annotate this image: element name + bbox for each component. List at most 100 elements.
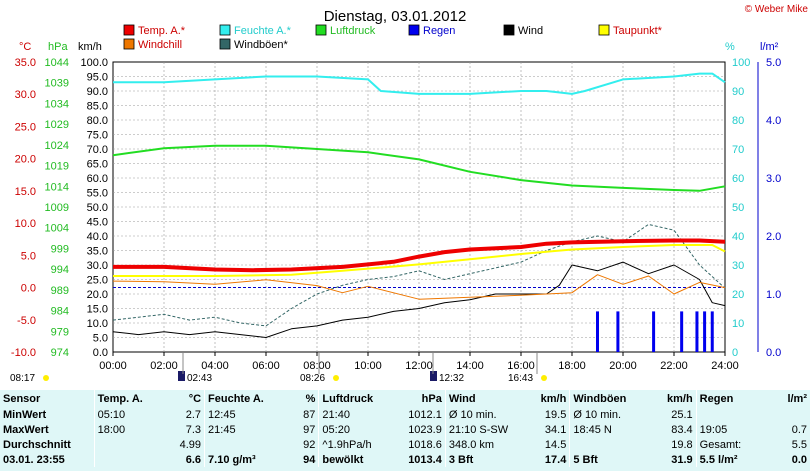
table-cell: 87: [303, 408, 316, 421]
x-tick-label: 08:00: [303, 360, 331, 372]
humidity-tick: 90: [732, 86, 744, 98]
grid: 00:00 02:00 04:00 06:00 08:00 10:00 12:00 14:00…: [99, 61, 759, 372]
x-tick-label: 12:00: [405, 360, 433, 372]
x-tick-label: 24:00: [711, 360, 739, 372]
legend-label-windchill: Windchill: [138, 39, 182, 51]
wind-tick: 20.0: [87, 289, 108, 301]
humidity-tick: 80: [732, 115, 744, 127]
weather-chart: Dienstag, 03.01.2012 © Weber Mike Temp. …: [10, 4, 808, 384]
humidity-tick: 40: [732, 231, 744, 243]
table-cell: 5.5: [791, 438, 807, 451]
table-cell: 1023.9: [408, 423, 442, 436]
rain-tick: 2.0: [766, 231, 781, 243]
pressure-tick: 1034: [45, 98, 69, 110]
table-header-cell: Sensor: [3, 392, 41, 405]
rain-tick: 3.0: [766, 173, 781, 185]
moon-icon: [430, 371, 437, 381]
table-cell: 19.5: [544, 408, 567, 421]
wind-tick: 55.0: [87, 188, 108, 200]
table-cell: ^1.9hPa/h: [318, 437, 394, 452]
wind-tick: 35.0: [87, 246, 108, 258]
temp-tick: 35.0: [15, 57, 36, 69]
table-header-cell: Windböen: [569, 390, 647, 407]
table-cell: 34.1: [544, 423, 567, 436]
wind-tick: 50.0: [87, 202, 108, 214]
pressure-tick: 1044: [45, 57, 69, 69]
table-cell: 31.9: [671, 453, 693, 466]
table-cell: 1018.6: [408, 438, 442, 451]
table-cell: [93, 452, 155, 467]
table-header-row: Sensor Temp. A. °C Feuchte A.% Luftdruck hPa W…: [0, 390, 810, 407]
temp-tick: 30.0: [15, 89, 36, 101]
pressure-tick: 989: [51, 285, 69, 297]
rain-bar: [710, 311, 714, 352]
series-line-temp-2: [112, 274, 726, 300]
humidity-tick: 60: [732, 173, 744, 185]
temp-tick: 5.0: [21, 250, 36, 262]
table-header-cell: Luftdruck: [318, 390, 394, 407]
table-cell: 4.99: [179, 438, 202, 451]
humidity-tick: 100: [732, 57, 750, 69]
pressure-tick: 999: [51, 243, 69, 255]
event-time: 08:26: [300, 373, 325, 384]
legend: Temp. A.* Feuchte A.* Luftdruck Regen Wind Ta…: [123, 24, 663, 51]
table-cell: [695, 407, 763, 422]
x-tick-label: 04:00: [201, 360, 229, 372]
wind-tick: 70.0: [87, 144, 108, 156]
table-row: 03.01. 23:55 6.6 7.10 g/m³ 94 bewölkt 1013.4 3…: [0, 452, 810, 467]
table-cell: 17.4: [544, 453, 567, 466]
table-cell: 14.5: [544, 438, 567, 451]
wind-tick: 90.0: [87, 86, 108, 98]
table-row: MaxWert 18:00 7.3 21:45 97 05:20 1023.9 21:10 S…: [0, 422, 810, 437]
table-cell: Ø 10 min.: [444, 407, 520, 422]
legend-swatch-windchill: [123, 38, 135, 50]
table-cell: 6.6: [185, 453, 202, 466]
series-line-humidity-5: [113, 72, 726, 95]
pressure-tick: 984: [51, 306, 69, 318]
table-cell: 97: [303, 423, 316, 436]
table-header-cell: l/m²: [787, 392, 807, 405]
legend-label-humidity: Feuchte A.*: [234, 25, 292, 37]
table-header-cell: km/h: [540, 392, 567, 405]
table-cell: 21:40: [318, 407, 394, 422]
humidity-tick: 0: [732, 347, 738, 359]
table-cell: 94: [303, 453, 316, 466]
temp-axis-unit: °C: [19, 41, 31, 53]
summary-table: Sensor Temp. A. °C Feuchte A.% Luftdruck hPa W…: [0, 390, 810, 471]
temp-tick: 25.0: [15, 121, 36, 133]
table-cell: 05:10: [93, 407, 155, 422]
rain-bar: [695, 311, 699, 352]
wind-tick: 25.0: [87, 275, 108, 287]
series-line-pressure-4: [112, 144, 726, 192]
rain-tick: 5.0: [766, 57, 781, 69]
table-cell: 12:45: [204, 407, 271, 422]
table-cell: 7.3: [185, 423, 202, 436]
table-cell: Ø 10 min.: [569, 407, 647, 422]
table-cell: 21:45: [204, 422, 271, 437]
table-cell: [93, 437, 155, 452]
table-row: Durchschnitt 4.99 92 ^1.9hPa/h 1018.6 348.0 k…: [0, 437, 810, 452]
pressure-tick: 1009: [45, 202, 69, 214]
pressure-tick: 979: [51, 326, 69, 338]
x-tick-label: 02:00: [150, 360, 178, 372]
humidity-axis-unit: %: [725, 41, 735, 53]
wind-tick: 60.0: [87, 173, 108, 185]
table-cell: 5 Bft: [569, 452, 647, 467]
table-cell: 19.8: [671, 438, 693, 451]
legend-swatch-gusts: [219, 38, 231, 50]
table-header-cell: Wind: [444, 390, 520, 407]
rain-bar: [703, 311, 707, 352]
legend-swatch-dewpoint: [598, 24, 610, 36]
table-cell: 18:45 N: [569, 422, 647, 437]
table-cell: 83.4: [671, 423, 693, 436]
table-cell: 348.0 km: [444, 437, 520, 452]
wind-tick: 95.0: [87, 72, 108, 84]
pressure-tick: 1024: [45, 140, 69, 152]
table-header-cell: hPa: [421, 392, 442, 405]
legend-label-temp: Temp. A.*: [138, 25, 186, 37]
rain-tick: 1.0: [766, 289, 781, 301]
wind-tick: 0.0: [93, 347, 108, 359]
wind-tick: 75.0: [87, 130, 108, 142]
table-cell: 0.0: [791, 453, 807, 466]
x-tick-label: 06:00: [252, 360, 280, 372]
